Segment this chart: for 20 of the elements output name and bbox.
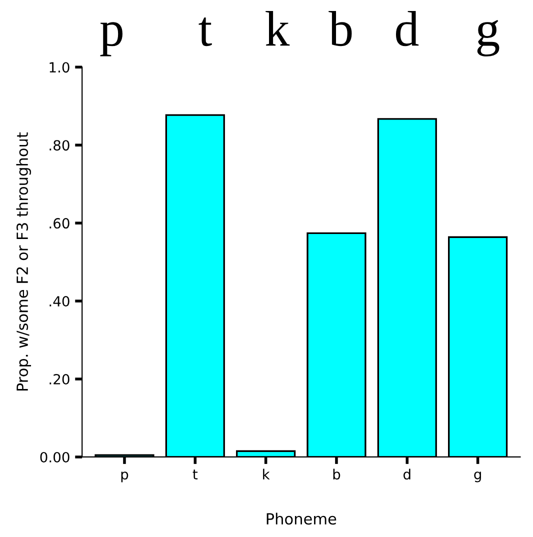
y-tick-label: .60 (50, 218, 70, 229)
y-axis-title: Prop. w/some F2 or F3 throughout (16, 132, 32, 391)
x-axis-title: Phoneme (266, 512, 336, 525)
text: p (121, 472, 128, 482)
x-tick-label: t (198, 17, 212, 46)
text: d (404, 468, 410, 480)
y-tick-label: 0.00 (40, 452, 70, 462)
y-tick-label: 1.0 (50, 62, 70, 73)
x-tick-label: d (396, 10, 419, 46)
y-tick-label: .20 (50, 374, 70, 384)
text: t (192, 470, 198, 480)
text: k (263, 468, 270, 480)
x-tick-label: b (328, 10, 352, 46)
text: b (333, 468, 340, 480)
y-tick-label: .40 (50, 296, 70, 307)
x-tick-label: g (477, 20, 500, 56)
text: g (474, 472, 481, 482)
x-tick-label: k (266, 10, 290, 46)
x-tick-label: p (100, 22, 122, 56)
y-tick-label: .80 (50, 140, 70, 151)
